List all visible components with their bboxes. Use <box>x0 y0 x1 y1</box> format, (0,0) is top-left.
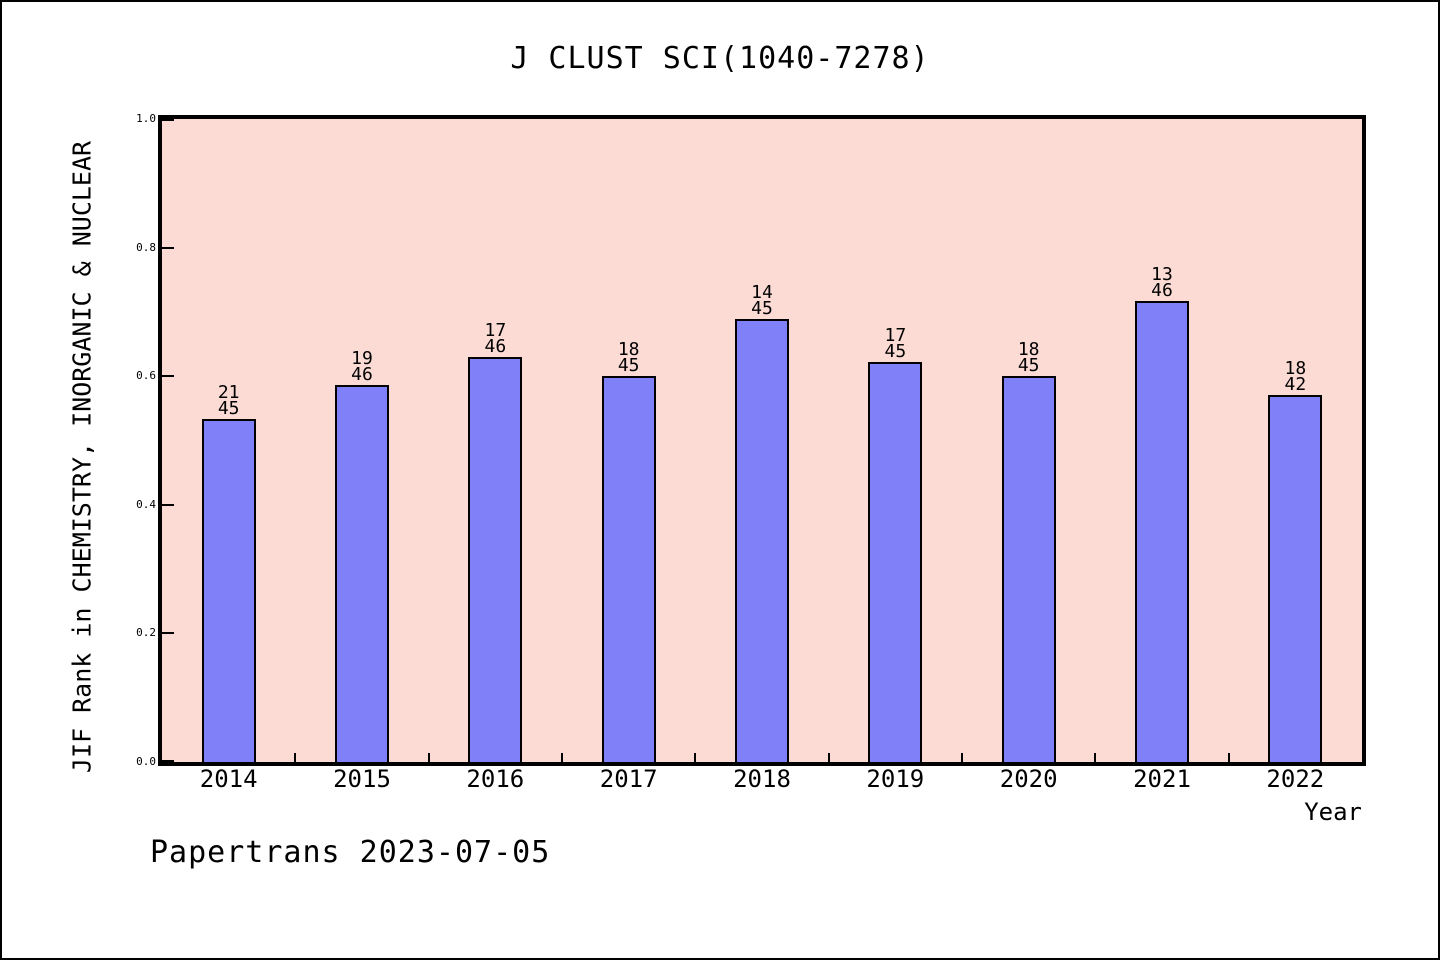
x-tick-label: 2020 <box>999 765 1058 793</box>
x-tick-label: 2015 <box>333 765 391 793</box>
x-tick-label: 2018 <box>733 765 791 793</box>
y-tick <box>162 503 174 506</box>
x-tick-label: 2016 <box>466 765 525 793</box>
x-tick-label: 2014 <box>199 765 258 793</box>
x-tick-label: 2017 <box>599 765 658 793</box>
bar-label: 14 45 <box>751 282 773 319</box>
bar-label: 18 45 <box>617 339 640 376</box>
x-minor-tick <box>294 753 297 762</box>
bar-label: 17 45 <box>884 325 907 362</box>
bar <box>468 357 523 762</box>
bar <box>1001 376 1056 762</box>
footer-text: Papertrans 2023-07-05 <box>150 835 551 870</box>
x-axis-label: Year <box>1304 798 1362 826</box>
bar <box>201 419 256 762</box>
chart-title: J CLUST SCI(1040-7278) <box>510 41 930 76</box>
y-tick-label: 0.2 <box>136 626 156 640</box>
x-minor-tick <box>694 753 697 762</box>
y-tick <box>162 632 174 635</box>
bar-label: 19 46 <box>351 348 373 385</box>
y-tick-label: 0.0 <box>136 755 156 768</box>
x-tick-label: 2022 <box>1266 765 1325 793</box>
bar-label: 18 42 <box>1284 358 1307 395</box>
bar <box>735 319 789 762</box>
y-tick <box>162 760 174 762</box>
y-tick <box>162 119 174 121</box>
x-minor-tick <box>427 753 430 762</box>
y-tick-label: 0.6 <box>136 369 156 383</box>
bar <box>868 362 923 762</box>
bar <box>1135 301 1189 762</box>
x-minor-tick <box>561 753 563 762</box>
bar <box>335 385 389 762</box>
y-tick <box>162 246 174 249</box>
bar-label: 21 45 <box>217 382 240 419</box>
y-tick-label: 0.8 <box>136 240 156 254</box>
x-minor-tick <box>961 753 963 762</box>
x-tick-label: 2021 <box>1133 765 1191 793</box>
bar-label: 13 46 <box>1151 264 1173 301</box>
plot-area: 21 45 19 46 17 46 18 45 14 45 17 45 18 45 13 46… <box>158 115 1366 766</box>
y-tick-label: 1.0 <box>136 112 156 125</box>
bar <box>1268 395 1323 762</box>
y-tick-label: 0.4 <box>136 497 156 511</box>
y-tick <box>162 375 174 378</box>
x-tick-label: 2019 <box>866 765 925 793</box>
x-minor-tick <box>1227 753 1230 762</box>
y-axis-label: JIF Rank in CHEMISTRY, INORGANIC & NUCLE… <box>67 140 97 774</box>
bar-label: 18 45 <box>1017 339 1040 376</box>
bar <box>601 376 656 762</box>
x-minor-tick <box>827 753 830 762</box>
x-minor-tick <box>1094 753 1097 762</box>
bar-label: 17 46 <box>484 320 507 357</box>
